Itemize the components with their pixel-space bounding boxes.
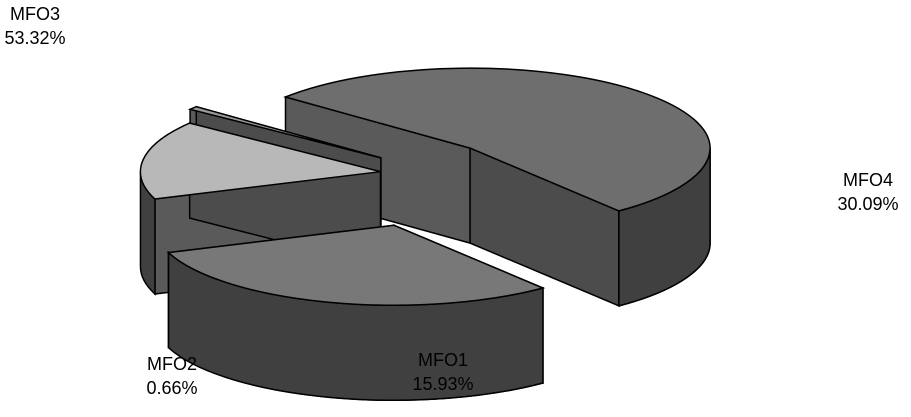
slice-mfo4-top [166, 224, 546, 306]
label-mfo3-name: MFO3 [9, 4, 60, 24]
label-mfo2-name: MFO2 [146, 354, 197, 374]
label-mfo4-name: MFO4 [842, 170, 893, 190]
label-mfo4: MFO4 30.09% [828, 168, 908, 216]
slice-mfo3-top [283, 67, 711, 212]
slice-mfo2-top [187, 105, 382, 159]
slice-mfo1-top [139, 122, 381, 200]
label-mfo4-value: 30.09% [837, 194, 899, 214]
label-mfo2: MFO2 0.66% [132, 352, 212, 400]
label-mfo1-name: MFO1 [417, 350, 468, 370]
label-mfo3-value: 53.32% [4, 28, 66, 48]
label-mfo1-value: 15.93% [412, 374, 474, 394]
label-mfo3: MFO3 53.32% [0, 2, 70, 50]
label-mfo1: MFO1 15.93% [403, 348, 483, 396]
label-mfo2-value: 0.66% [146, 378, 198, 398]
